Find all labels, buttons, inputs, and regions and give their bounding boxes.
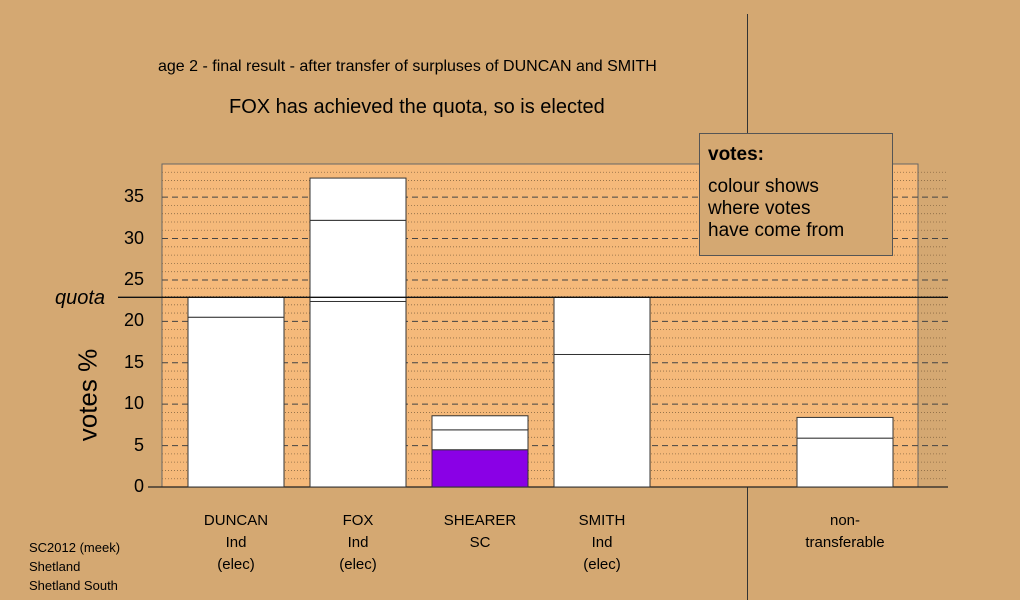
y-tick-label: 5 (133, 434, 144, 455)
bar-segment (796, 437, 894, 488)
footer-line: SC2012 (meek) (29, 540, 121, 555)
quota-label: quota (55, 287, 106, 309)
legend-line: colour shows (708, 176, 819, 197)
category-label-line: SC (469, 534, 491, 551)
category-label-line: DUNCAN (203, 512, 269, 529)
legend-line: where votes (708, 198, 811, 219)
legend-line: have come from (708, 220, 845, 241)
category-label-line: Ind (225, 534, 247, 551)
category-label-line: (elec) (217, 556, 255, 573)
category-label-line: Ind (347, 534, 369, 551)
bar-segment (309, 177, 407, 221)
category-label: non-transferable (790, 510, 900, 554)
bar-segment (309, 300, 407, 488)
bar-segment (796, 416, 894, 439)
category-label-line: (elec) (339, 556, 377, 573)
bar-segment (431, 449, 529, 488)
legend-box: votes: colour shows where votes have com… (699, 133, 893, 256)
bar-segment (187, 296, 285, 318)
y-tick-label: 15 (123, 351, 144, 372)
y-tick-label: 20 (123, 310, 144, 331)
bar-segment (309, 219, 407, 302)
category-label-line: FOX (342, 512, 374, 529)
bar-segment (431, 429, 529, 451)
bar-segment (431, 415, 529, 431)
category-label-line: transferable (805, 534, 885, 551)
category-label-line: non- (829, 512, 861, 529)
status-message: FOX has achieved the quota, so is electe… (229, 96, 605, 118)
category-label-line: (elec) (583, 556, 621, 573)
footer-line: Shetland (29, 559, 81, 574)
bar-segment (187, 316, 285, 488)
category-label-line: SHEARER (443, 512, 517, 529)
y-tick-label: 25 (123, 268, 144, 289)
y-tick-label: 0 (133, 476, 144, 496)
category-label-line: SMITH (578, 512, 626, 529)
bar-segment (553, 353, 651, 488)
category-label: SMITH Ind (elec) (547, 510, 657, 576)
footer-line: Shetland South (29, 578, 118, 593)
round-title: age 2 - final result - after transfer of… (158, 58, 657, 75)
bar-segment (553, 296, 651, 355)
y-axis-title: votes % (72, 348, 103, 442)
y-tick-label: 30 (123, 227, 144, 248)
y-tick-label: 10 (123, 393, 144, 414)
category-label: SHEARER SC (425, 510, 535, 554)
category-label-line: Ind (591, 534, 613, 551)
y-tick-label: 35 (123, 186, 144, 207)
category-label: FOX Ind (elec) (303, 510, 413, 576)
legend-title: votes: (708, 144, 764, 165)
footer-info: SC2012 (meek) Shetland Shetland South (29, 538, 120, 595)
category-label: DUNCAN Ind (elec) (181, 510, 291, 576)
